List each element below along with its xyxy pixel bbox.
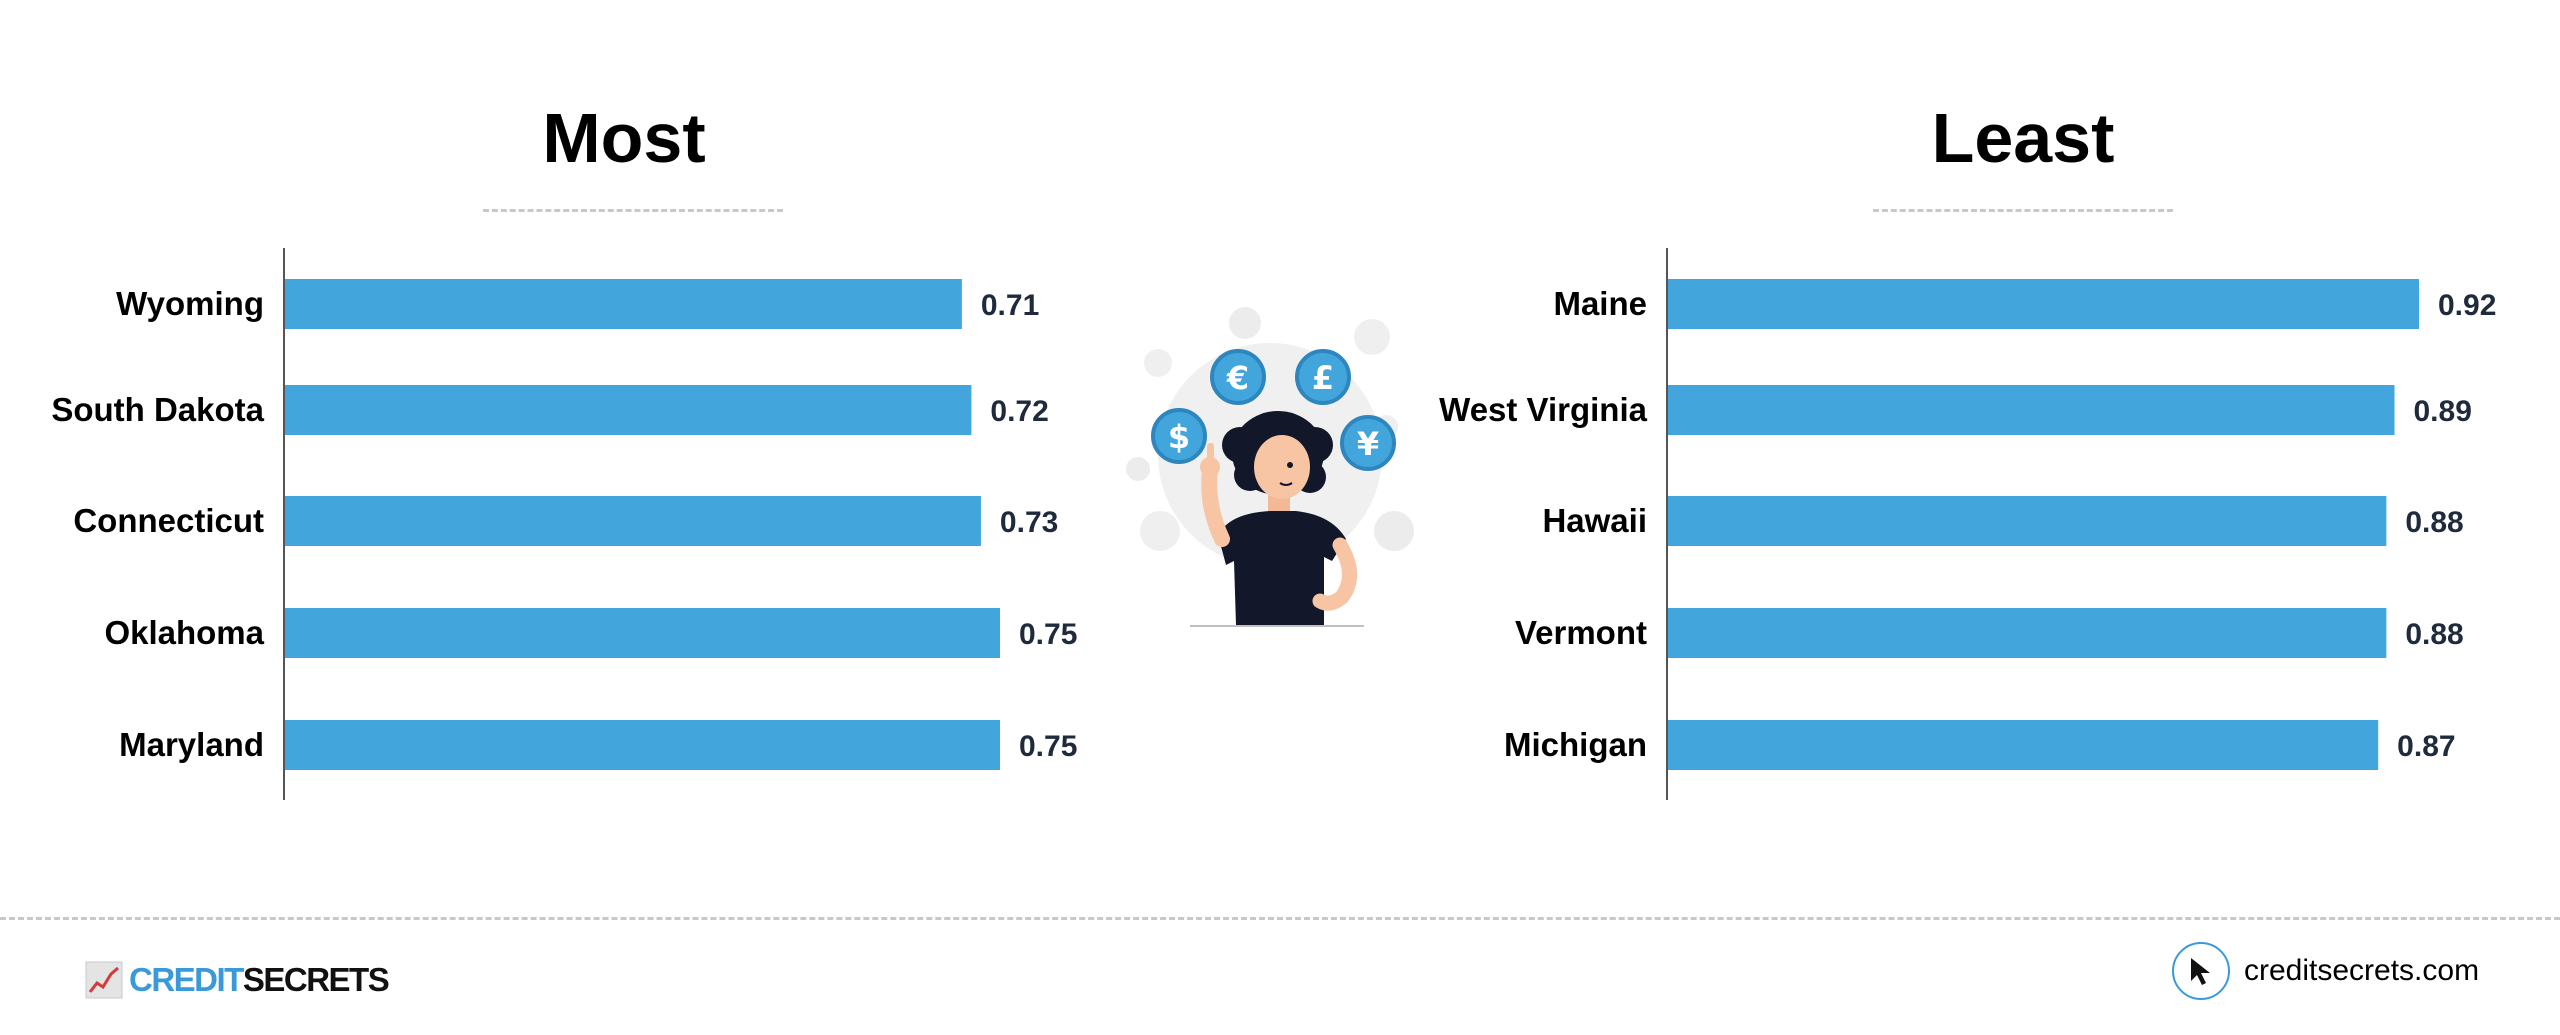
brand-name-part-2: SECRETS [242,961,390,998]
value-label-least-2: 0.88 [2405,506,2463,539]
bar-least-1 [1668,385,2395,435]
category-label-least-0: Maine [1553,285,1647,322]
person-with-currency-coins-icon: € £ $ ¥ [1126,307,1414,627]
bar-most-4 [285,720,1000,770]
bar-most-3 [285,608,1000,658]
bar-chart-least: Maine 0.92 West Virginia 0.89 Hawaii 0.88 Verm… [1439,248,2496,800]
bar-least-4 [1668,720,2379,770]
site-url: creditsecrets.com [2244,954,2480,987]
value-label-most-3: 0.75 [1019,618,1077,651]
value-label-least-1: 0.89 [2414,395,2472,428]
footer-divider [0,917,2560,920]
value-label-most-0: 0.71 [981,289,1039,322]
category-label-most-3: Oklahoma [104,614,264,651]
person-figure [1190,411,1364,627]
bar-most-1 [285,385,972,435]
pound-coin-icon: £ [1295,349,1351,405]
value-label-least-4: 0.87 [2397,730,2455,763]
cursor-arrow-icon [2191,958,2210,985]
value-label-least-3: 0.88 [2405,618,2463,651]
brand-name: CREDITSECRETS [129,961,390,999]
brand-logo[interactable]: CREDITSECRETS [85,958,390,1002]
svg-text:¥: ¥ [1357,425,1379,463]
chart-title-least: Least [1931,99,2115,177]
title-underline-least [1873,209,2173,212]
brand-name-part-1: CREDIT [129,961,244,998]
category-label-least-4: Michigan [1504,726,1647,763]
bar-least-0 [1668,279,2419,329]
bar-most-0 [285,279,962,329]
euro-coin-icon: € [1210,349,1266,405]
svg-text:$: $ [1168,418,1190,456]
bar-most-2 [285,496,981,546]
value-label-least-0: 0.92 [2438,289,2496,322]
value-label-most-2: 0.73 [1000,506,1058,539]
category-label-most-2: Connecticut [73,502,264,539]
yen-coin-icon: ¥ [1340,415,1396,471]
chart-title-most: Most [542,99,706,177]
dollar-coin-icon: $ [1151,408,1207,464]
value-label-most-1: 0.72 [990,395,1048,428]
bar-chart-most: Wyoming 0.71 South Dakota 0.72 Connecticut 0.… [51,248,1077,800]
site-link[interactable]: creditsecrets.com [2172,940,2479,1002]
category-label-most-0: Wyoming [116,285,264,322]
category-label-least-1: West Virginia [1439,391,1647,428]
bar-least-3 [1668,608,2387,658]
svg-text:€: € [1226,359,1249,397]
value-label-most-4: 0.75 [1019,730,1077,763]
category-label-least-3: Vermont [1515,614,1647,651]
cursor-circle [2172,942,2230,1000]
rising-chart-icon [85,961,123,999]
svg-text:£: £ [1312,359,1334,397]
category-label-most-1: South Dakota [51,391,264,428]
category-label-most-4: Maryland [119,726,264,763]
title-underline-most [483,209,783,212]
category-label-least-2: Hawaii [1542,502,1647,539]
bar-least-2 [1668,496,2387,546]
